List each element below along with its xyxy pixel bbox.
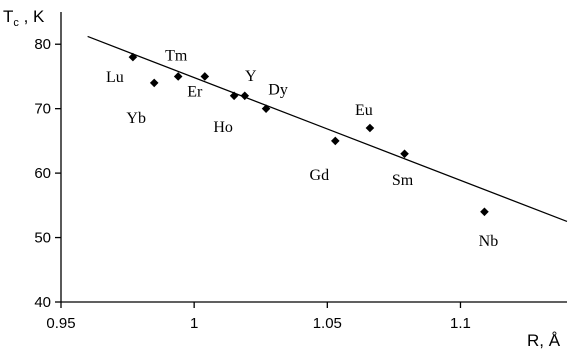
point-label-eu: Eu — [355, 102, 373, 119]
point-label-tm: Tm — [165, 47, 188, 64]
data-points — [128, 52, 489, 217]
x-tick-label: 1 — [190, 315, 198, 332]
point-label-ho: Ho — [213, 119, 233, 136]
y-ticks: 40 50 60 70 80 — [34, 36, 61, 311]
data-point-gd — [331, 136, 340, 146]
data-point-dy — [261, 104, 271, 113]
y-tick-label: 80 — [34, 36, 51, 53]
y-tick-label: 40 — [34, 294, 51, 311]
data-point-tm — [173, 72, 183, 81]
y-tick-label: 70 — [34, 101, 51, 118]
point-label-dy: Dy — [268, 82, 288, 99]
point-label-er: Er — [187, 83, 203, 100]
data-point-yb — [149, 78, 159, 88]
data-point-sm — [400, 149, 409, 159]
point-label-yb: Yb — [126, 110, 146, 127]
point-label-nb: Nb — [479, 233, 499, 250]
data-point-ho — [229, 91, 239, 101]
x-axis-title: R, Å — [527, 331, 561, 350]
x-tick-label: 0.95 — [46, 315, 75, 332]
data-point-lu — [128, 52, 138, 62]
trendline — [87, 35, 568, 223]
point-label-y: Y — [245, 68, 257, 85]
y-tick-label: 50 — [34, 230, 51, 247]
data-point-er — [200, 72, 210, 81]
x-tick-label: 1.1 — [450, 315, 471, 332]
x-tick-label: 1.05 — [313, 315, 342, 332]
data-point-nb — [480, 207, 489, 217]
point-label-lu: Lu — [106, 69, 124, 86]
data-point-eu — [365, 123, 375, 133]
axes — [60, 12, 567, 303]
x-ticks: 0.95 1 1.05 1.1 — [46, 302, 471, 332]
point-label-sm: Sm — [392, 172, 414, 189]
point-label-gd: Gd — [310, 167, 330, 184]
y-tick-label: 60 — [34, 165, 51, 182]
point-labels: Lu Tm Yb Er Ho Y Dy Gd Eu Sm Nb — [106, 47, 498, 249]
data-point-y — [240, 91, 250, 101]
y-axis-title: Tc , K — [3, 7, 45, 29]
